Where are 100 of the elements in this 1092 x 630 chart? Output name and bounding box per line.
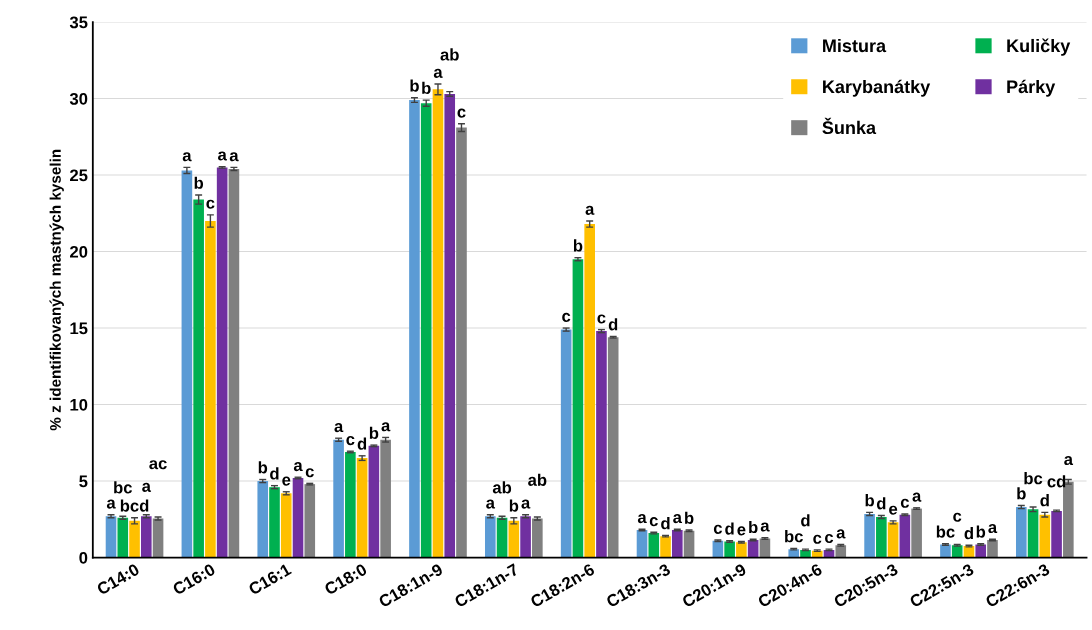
data-label: a	[637, 514, 647, 524]
bar	[584, 224, 595, 558]
data-label: c	[813, 534, 822, 544]
data-label: ac	[149, 460, 167, 470]
y-tick-label: 25	[70, 169, 88, 182]
bar	[724, 541, 735, 558]
bar	[444, 93, 456, 558]
data-label: b	[258, 461, 268, 474]
bar	[152, 518, 164, 558]
bar	[432, 89, 444, 558]
bar	[380, 439, 391, 558]
data-label: d	[801, 514, 810, 527]
data-label: bc	[114, 481, 133, 494]
bar	[899, 514, 911, 558]
data-label: c	[562, 312, 571, 322]
data-label: a	[381, 422, 391, 432]
bar	[835, 545, 847, 558]
data-label: ab	[440, 48, 459, 61]
data-label: d	[1040, 494, 1049, 507]
data-label: c	[346, 436, 355, 446]
y-tick-label: 10	[70, 398, 88, 411]
bar	[940, 544, 951, 558]
data-label: ab	[528, 473, 547, 486]
bar	[671, 530, 683, 558]
y-tick-label: 30	[69, 92, 88, 105]
bar	[1039, 514, 1051, 558]
bar	[496, 517, 508, 558]
data-label: b	[509, 499, 519, 512]
bar	[660, 536, 671, 558]
bar	[228, 168, 240, 558]
data-label: ab	[492, 481, 512, 494]
data-label: a	[760, 522, 770, 532]
bar	[508, 520, 520, 558]
data-label: b	[1017, 487, 1026, 500]
bar	[356, 458, 368, 558]
legend-label: Mistura	[823, 38, 887, 53]
bar	[368, 445, 380, 558]
data-label: a	[293, 462, 303, 472]
data-label: a	[585, 205, 595, 215]
y-tick-label: 5	[79, 475, 88, 488]
data-label: d	[964, 527, 973, 540]
bar	[975, 544, 987, 558]
data-label: bc	[1024, 472, 1043, 485]
bar	[736, 542, 747, 558]
data-label: b	[194, 176, 204, 189]
data-label: a	[218, 151, 227, 161]
bar	[280, 493, 292, 558]
data-label: a	[106, 499, 116, 509]
data-label: a	[182, 152, 192, 162]
data-label: c	[649, 517, 658, 527]
data-label: d	[608, 318, 618, 331]
data-label: d	[876, 497, 886, 510]
data-label: a	[1064, 455, 1074, 466]
bar	[911, 508, 922, 558]
data-label: d	[270, 467, 279, 480]
data-label: c	[597, 314, 606, 324]
data-label: e	[282, 476, 291, 486]
bar	[216, 167, 228, 558]
bar	[105, 516, 117, 558]
bar	[456, 127, 467, 558]
y-tick-label: 35	[69, 16, 88, 29]
bar	[1027, 509, 1039, 558]
legend-label: Párky	[1007, 79, 1056, 97]
bar	[864, 513, 875, 558]
data-label: b	[865, 494, 874, 507]
bar	[269, 487, 280, 558]
data-label: c	[900, 498, 910, 508]
bar	[560, 329, 572, 558]
data-label: c	[457, 108, 466, 118]
bar	[292, 477, 304, 558]
bar	[747, 539, 759, 558]
data-label: c	[825, 533, 834, 544]
bar	[636, 530, 648, 558]
data-label: c	[305, 468, 314, 478]
data-label: c	[953, 512, 962, 522]
data-label: bc	[785, 530, 803, 543]
bar	[333, 439, 344, 558]
bar	[1015, 507, 1027, 558]
bar	[257, 481, 269, 558]
data-label: a	[836, 529, 846, 539]
data-label: a	[673, 514, 683, 524]
data-label: b	[976, 525, 986, 538]
bar	[648, 533, 660, 558]
data-label: cd	[1047, 475, 1066, 488]
data-label: a	[988, 523, 998, 534]
bar	[520, 516, 531, 558]
bar	[800, 549, 811, 558]
legend-label: Šunka	[822, 117, 877, 135]
data-label: b	[410, 79, 419, 92]
bar	[596, 331, 607, 558]
data-label: b	[573, 239, 583, 252]
bar	[345, 451, 356, 558]
data-label: c	[206, 199, 215, 209]
bar	[140, 516, 152, 558]
bar	[607, 337, 619, 558]
data-label: d	[357, 437, 367, 450]
bar	[420, 103, 432, 558]
y-tick-label: 15	[70, 322, 88, 335]
data-label: d	[725, 522, 734, 535]
bar	[876, 517, 887, 558]
